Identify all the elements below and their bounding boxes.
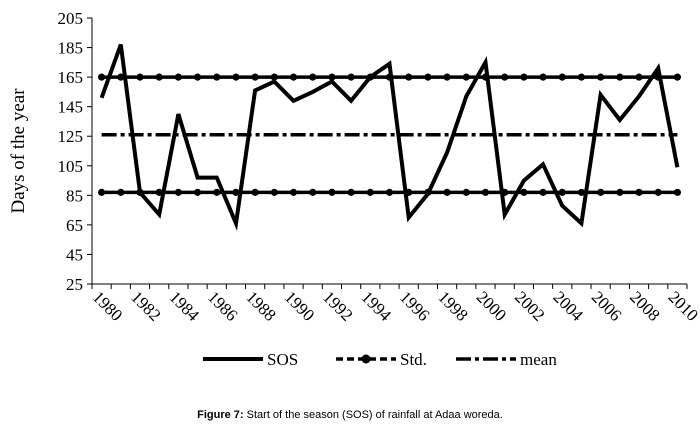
series-marker-std	[193, 73, 202, 81]
series-marker-std	[213, 73, 221, 81]
x-tick-label: 2000	[473, 287, 510, 324]
y-tick-label: 165	[58, 68, 84, 87]
series-marker-std	[616, 73, 624, 81]
legend-label: mean	[520, 350, 557, 369]
series-marker-std	[424, 73, 432, 81]
series-marker-std	[520, 188, 528, 196]
series-marker-std	[155, 73, 163, 81]
series-marker-std	[251, 188, 259, 196]
caption-label: Figure 7:	[197, 409, 244, 421]
series-marker-std	[635, 188, 643, 196]
series-marker-std	[577, 188, 586, 196]
y-tick-label: 85	[66, 186, 83, 205]
series-marker-std	[558, 188, 566, 196]
series-marker-std	[328, 188, 336, 196]
x-tick-label: 1994	[357, 287, 395, 325]
y-tick-label: 45	[66, 245, 83, 264]
series-marker-std	[97, 188, 106, 196]
series-marker-std	[309, 73, 317, 81]
series-marker-std	[251, 73, 259, 81]
series-marker-std	[462, 188, 470, 196]
y-axis-title: Days of the year	[8, 88, 29, 214]
x-tick-label: 1998	[434, 287, 471, 324]
series-marker-std	[577, 73, 586, 81]
series-marker-std	[673, 73, 682, 81]
x-tick-label: 1988	[242, 287, 279, 324]
axes	[87, 17, 688, 289]
series-marker-std	[481, 188, 490, 196]
legend-label: Std.	[400, 350, 427, 369]
series-marker-std	[405, 73, 413, 81]
y-tick-label: 65	[66, 216, 83, 235]
x-tick-label: 1992	[319, 287, 356, 324]
series-marker-std	[366, 188, 374, 196]
series-marker-std	[174, 73, 182, 81]
series-marker-std	[328, 73, 336, 81]
series-marker-std	[270, 188, 278, 196]
caption-text: Start of the season (SOS) of rainfall at…	[243, 409, 503, 421]
series-marker-std	[155, 188, 163, 196]
series-marker-std	[443, 73, 451, 81]
y-tick-label: 25	[66, 275, 83, 294]
series-marker-std	[347, 73, 355, 81]
x-tick-label: 2010	[665, 287, 700, 324]
x-tick-label: 1982	[127, 287, 164, 324]
series-line-sos	[99, 43, 680, 231]
series-marker-std	[174, 188, 182, 196]
y-tick-label: 125	[58, 127, 84, 146]
series-marker-std	[501, 73, 509, 81]
series-marker-std	[117, 188, 125, 196]
series-marker-std	[193, 188, 202, 196]
series-marker-std	[443, 188, 451, 196]
series-marker-std	[597, 73, 605, 81]
series-marker-std	[539, 188, 547, 196]
series-marker-std	[289, 73, 298, 81]
series-marker-std	[558, 73, 566, 81]
y-tick-label: 185	[58, 39, 84, 58]
figure-caption: Figure 7: Start of the season (SOS) of r…	[0, 409, 700, 421]
y-tick-label: 105	[58, 157, 84, 176]
series-marker-std	[213, 188, 221, 196]
x-tick-label: 2006	[588, 287, 625, 324]
series-layer	[97, 43, 682, 231]
series-marker-std	[97, 73, 106, 81]
x-tick-label: 2004	[549, 287, 587, 325]
series-marker-std	[539, 73, 547, 81]
legend-marker-std	[361, 354, 371, 364]
x-tick-label: 1986	[204, 287, 241, 324]
series-marker-std	[232, 188, 240, 196]
x-tick-label: 1996	[396, 287, 433, 324]
series-marker-std	[347, 188, 355, 196]
y-tick-label: 205	[58, 9, 84, 28]
series-marker-std	[462, 73, 470, 81]
series-marker-std	[232, 73, 240, 81]
x-tick-label: 1990	[281, 287, 318, 324]
series-marker-std	[597, 188, 605, 196]
x-tick-label: 2008	[626, 287, 663, 324]
y-tick-label: 145	[58, 98, 84, 117]
series-marker-std	[270, 73, 278, 81]
series-marker-std	[635, 73, 643, 81]
series-marker-std	[117, 73, 125, 81]
x-tick-label: 1980	[89, 287, 126, 324]
x-tick-label: 1984	[166, 287, 204, 325]
legend: SOS Std. mean	[203, 350, 557, 369]
series-marker-std	[520, 73, 528, 81]
series-marker-std	[385, 188, 394, 196]
x-tick-label: 2002	[511, 287, 548, 324]
series-marker-std	[136, 73, 144, 81]
series-marker-std	[289, 188, 298, 196]
series-marker-std	[309, 188, 317, 196]
series-marker-std	[673, 188, 682, 196]
series-marker-std	[616, 188, 624, 196]
legend-label: SOS	[267, 350, 298, 369]
series-marker-std	[654, 188, 662, 196]
